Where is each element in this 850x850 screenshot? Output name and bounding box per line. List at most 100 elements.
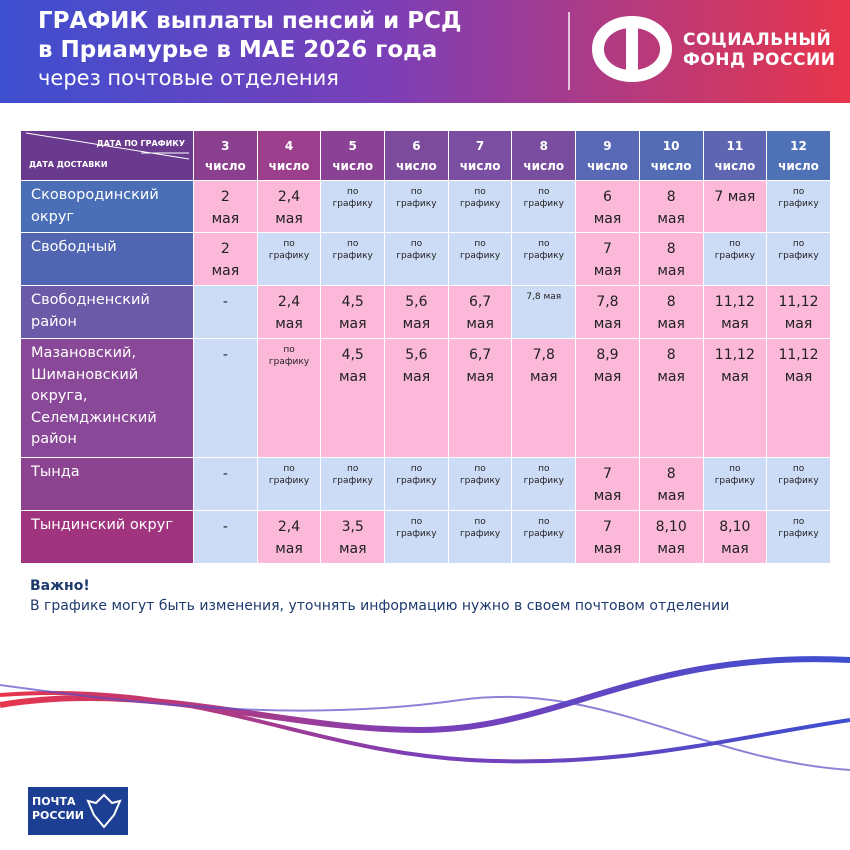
table-cell: 2 мая	[193, 232, 258, 286]
table-cell: 5,6 мая	[384, 338, 449, 458]
table-cell: по графику	[384, 457, 449, 511]
table-cell: по графику	[384, 180, 449, 233]
table-cell: 7 мая	[575, 457, 640, 511]
table-cell: 8 мая	[638, 338, 704, 458]
post-logo: ПОЧТА РОССИИ	[28, 787, 128, 835]
post-logo-text: ПОЧТА РОССИИ	[32, 795, 84, 823]
table-cell: 6 мая	[575, 180, 640, 233]
header: ГРАФИК выплаты пенсий и РСД в Приамурье …	[0, 0, 850, 103]
table-cell: по графику	[766, 510, 831, 564]
column-header: 6 число	[384, 130, 449, 181]
table-cell: по графику	[256, 338, 322, 458]
table-cell: по графику	[256, 232, 322, 286]
table-cell: 8 мая	[638, 457, 704, 511]
table-cell: 2,4 мая	[256, 285, 322, 339]
table-cell: по графику	[511, 180, 577, 233]
table-cell: -	[193, 510, 258, 564]
table-cell: по графику	[702, 457, 768, 511]
table-cell: -	[193, 285, 258, 339]
table-cell: по графику	[702, 232, 768, 286]
table-cell: 11,12 мая	[766, 285, 831, 339]
table-cell: по графику	[511, 510, 577, 564]
table-cell: 7 мая	[575, 232, 640, 286]
table-cell: 3,5 мая	[320, 510, 386, 564]
note-title: Важно!	[30, 578, 90, 594]
table-cell: 5,6 мая	[384, 285, 449, 339]
column-header: 5 число	[320, 130, 386, 181]
note-text: В графике могут быть изменения, уточнять…	[30, 598, 730, 614]
header-row: ДАТА ПО ГРАФИКУ ДАТА ДОСТАВКИ 3 число 4 чис…	[20, 130, 831, 181]
table-cell: 8 мая	[638, 285, 704, 339]
table-cell: 11,12 мая	[702, 338, 768, 458]
row-label: Тындинский округ	[20, 510, 194, 564]
divider	[568, 12, 570, 90]
table-row: Мазановский, Шимановский округа, Селемдж…	[20, 338, 831, 458]
column-header: 7 число	[447, 130, 513, 181]
table-cell: по графику	[447, 180, 513, 233]
table-cell: по графику	[320, 180, 386, 233]
eagle-icon	[86, 793, 122, 829]
table-row: Свободненский район -2,4 мая 4,5 мая 5,6 ма…	[20, 285, 831, 339]
table-cell: по графику	[447, 232, 513, 286]
table-cell: 7 мая	[702, 180, 768, 233]
row-label: Тында	[20, 457, 194, 511]
sfr-logo-icon	[592, 16, 672, 82]
table-row: Тында - по графику по графику по графику по г…	[20, 457, 831, 511]
column-header: 3 число	[193, 130, 258, 181]
logo-text: ФОНД РОССИИ	[683, 50, 836, 70]
table-cell: по графику	[511, 457, 577, 511]
corner-diagonal	[25, 132, 190, 160]
schedule-table: ДАТА ПО ГРАФИКУ ДАТА ДОСТАВКИ 3 число 4 чис…	[20, 130, 831, 564]
row-label: Мазановский, Шимановский округа, Селемдж…	[20, 338, 194, 458]
logo-line: ПОЧТА	[32, 795, 76, 808]
column-header: 10 число	[638, 130, 704, 181]
table-cell: 8,10 мая	[702, 510, 768, 564]
table-cell: по графику	[320, 232, 386, 286]
table-row: Свободный 2 мая по графику по графику по гра…	[20, 232, 831, 286]
column-header: 12 число	[766, 130, 831, 181]
table-row: Тындинский округ -2,4 мая 3,5 мая по график…	[20, 510, 831, 564]
column-header: 11 число	[702, 130, 768, 181]
table-cell: 11,12 мая	[702, 285, 768, 339]
table-cell: -	[193, 338, 258, 458]
column-header: 4 число	[256, 130, 322, 181]
logo-line: РОССИИ	[32, 809, 84, 822]
table-cell: 6,7 мая	[447, 338, 513, 458]
table-row: Сковородинский округ 2 мая 2,4 мая по графи…	[20, 180, 831, 233]
row-label: Сковородинский округ	[20, 180, 194, 233]
table-cell: по графику	[384, 232, 449, 286]
table-cell: 8,10 мая	[638, 510, 704, 564]
waves	[0, 656, 850, 771]
table-cell: по графику	[766, 180, 831, 233]
table-cell: 8,9 мая	[575, 338, 640, 458]
table-cell: 4,5 мая	[320, 338, 386, 458]
corner-cell: ДАТА ПО ГРАФИКУ ДАТА ДОСТАВКИ	[20, 130, 194, 181]
title: в Приамурье в МАЕ 2026 года	[38, 37, 438, 63]
table-cell: по графику	[447, 510, 513, 564]
column-header: 9 число	[575, 130, 640, 181]
table-cell: 7,8 мая	[575, 285, 640, 339]
corner-bottom: ДАТА ДОСТАВКИ	[29, 160, 108, 169]
table-cell: по графику	[384, 510, 449, 564]
column-header: 8 число	[511, 130, 577, 181]
title: ГРАФИК выплаты пенсий и РСД	[38, 8, 462, 34]
logo-text: СОЦИАЛЬНЫЙ	[683, 30, 832, 50]
table-cell: по графику	[766, 457, 831, 511]
table-cell: 2 мая	[193, 180, 258, 233]
table-cell: по графику	[256, 457, 322, 511]
table-cell: 6,7 мая	[447, 285, 513, 339]
subtitle: через почтовые отделения	[38, 66, 339, 90]
table-cell: 4,5 мая	[320, 285, 386, 339]
table-cell: 8 мая	[638, 232, 704, 286]
table-cell: по графику	[320, 457, 386, 511]
table-cell: 7,8 мая	[511, 338, 577, 458]
table-cell: -	[193, 457, 258, 511]
table-cell: 11,12 мая	[766, 338, 831, 458]
row-label: Свободный	[20, 232, 194, 286]
table-cell: 2,4 мая	[256, 510, 322, 564]
table-cell: по графику	[511, 232, 577, 286]
table-cell: 8 мая	[638, 180, 704, 233]
table-cell: 2,4 мая	[256, 180, 322, 233]
table-cell: по графику	[766, 232, 831, 286]
